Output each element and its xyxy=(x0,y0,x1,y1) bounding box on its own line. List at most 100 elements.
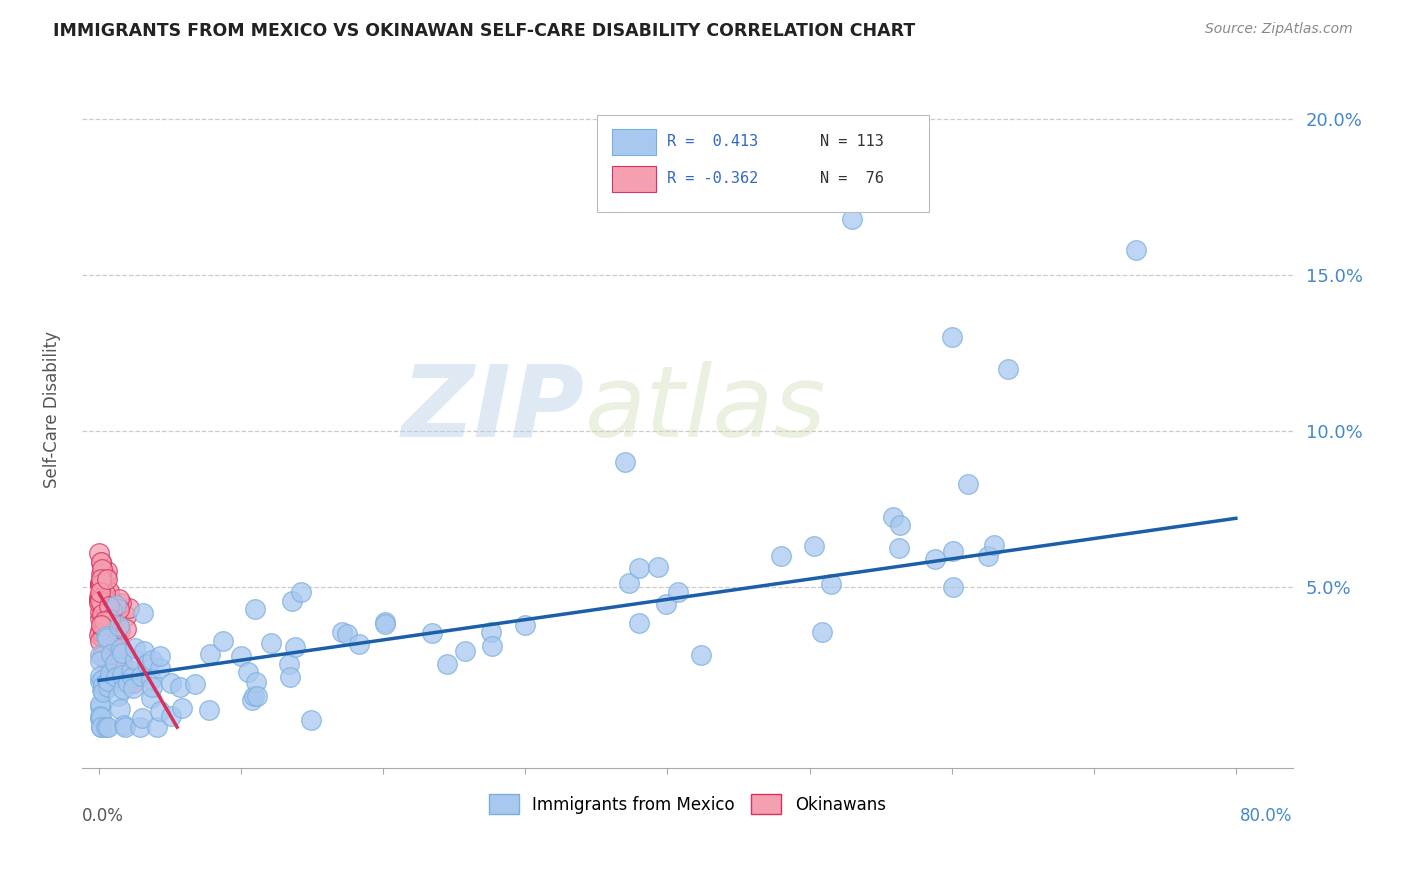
Point xyxy=(160,675,183,690)
Point xyxy=(91,588,114,602)
Point xyxy=(93,613,115,627)
Point xyxy=(889,517,911,532)
Point xyxy=(169,680,191,694)
Point xyxy=(114,720,136,734)
Point xyxy=(91,564,114,578)
Point xyxy=(114,623,136,637)
Point xyxy=(689,648,711,663)
Point xyxy=(94,590,117,604)
Point xyxy=(882,510,904,524)
Point xyxy=(803,539,825,553)
Point xyxy=(374,615,396,629)
Point xyxy=(90,673,112,688)
Point xyxy=(93,614,115,628)
Point xyxy=(655,597,678,611)
Point xyxy=(93,624,115,639)
Point xyxy=(107,638,129,652)
Point xyxy=(129,669,152,683)
Point xyxy=(89,578,111,592)
Point xyxy=(198,703,221,717)
Point xyxy=(89,596,111,610)
Point xyxy=(139,690,162,705)
Point xyxy=(374,617,396,632)
Point xyxy=(104,640,127,655)
Point xyxy=(1125,243,1147,257)
Point xyxy=(290,585,312,599)
Point xyxy=(110,623,132,637)
Point xyxy=(89,590,111,604)
Point xyxy=(91,606,114,620)
Point xyxy=(619,575,641,590)
Point xyxy=(941,330,963,344)
Point xyxy=(770,549,793,563)
Point xyxy=(330,624,353,639)
Point xyxy=(94,629,117,643)
Point xyxy=(124,652,146,666)
Point xyxy=(91,649,114,664)
Point xyxy=(89,575,111,590)
Point xyxy=(97,720,120,734)
Point xyxy=(90,607,112,622)
Point xyxy=(108,638,131,652)
Point xyxy=(90,585,112,599)
Point xyxy=(112,681,135,696)
Point xyxy=(335,627,357,641)
Point xyxy=(89,648,111,662)
Point xyxy=(98,599,121,614)
Point xyxy=(245,675,267,690)
Point xyxy=(101,639,124,653)
Point xyxy=(243,602,266,616)
Point xyxy=(97,598,120,612)
Point xyxy=(212,634,235,648)
Point xyxy=(89,633,111,648)
Point xyxy=(977,549,1000,564)
Point xyxy=(118,600,141,615)
Text: Source: ZipAtlas.com: Source: ZipAtlas.com xyxy=(1205,22,1353,37)
Point xyxy=(89,594,111,608)
Point xyxy=(820,577,842,591)
Point xyxy=(114,608,136,623)
Point xyxy=(91,597,114,611)
Point xyxy=(141,653,163,667)
Point xyxy=(90,618,112,632)
Point xyxy=(124,640,146,655)
Text: IMMIGRANTS FROM MEXICO VS OKINAWAN SELF-CARE DISABILITY CORRELATION CHART: IMMIGRANTS FROM MEXICO VS OKINAWAN SELF-… xyxy=(53,22,915,40)
Point xyxy=(89,709,111,723)
Point xyxy=(89,577,111,591)
Point xyxy=(96,569,118,583)
Point xyxy=(89,654,111,668)
Point xyxy=(91,591,114,606)
Point xyxy=(997,361,1019,376)
Point xyxy=(91,599,114,613)
Point xyxy=(983,538,1005,552)
Point xyxy=(89,605,111,619)
Point xyxy=(90,562,112,576)
Point xyxy=(141,680,163,694)
Point xyxy=(93,593,115,607)
Point xyxy=(111,668,134,682)
Text: 0.0%: 0.0% xyxy=(82,807,124,825)
Point xyxy=(89,712,111,726)
Point xyxy=(105,610,128,624)
Point xyxy=(104,625,127,640)
Point xyxy=(89,577,111,591)
Text: ZIP: ZIP xyxy=(401,360,585,458)
FancyBboxPatch shape xyxy=(612,166,655,192)
Point xyxy=(104,656,127,670)
Text: N = 113: N = 113 xyxy=(821,134,884,149)
Point xyxy=(90,567,112,582)
Point xyxy=(149,648,172,663)
FancyBboxPatch shape xyxy=(612,128,655,154)
Point xyxy=(281,594,304,608)
Point xyxy=(107,618,129,632)
Point xyxy=(90,710,112,724)
Point xyxy=(97,673,120,688)
Point xyxy=(97,680,120,694)
Point xyxy=(240,693,263,707)
Point xyxy=(200,647,222,661)
Point xyxy=(89,673,111,688)
Point xyxy=(90,577,112,591)
Point xyxy=(91,678,114,692)
Point xyxy=(96,654,118,668)
Point xyxy=(299,713,322,727)
